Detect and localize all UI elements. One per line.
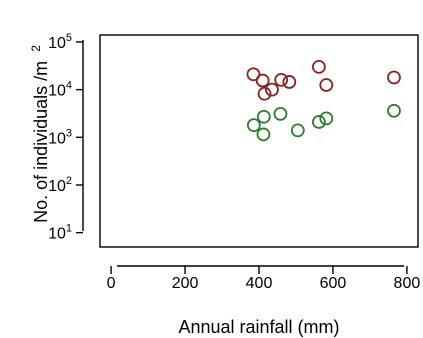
- data-point-series-2-6: [312, 115, 326, 129]
- y-tick-label-base: 10: [48, 130, 66, 147]
- x-tick-label: 600: [320, 275, 347, 292]
- x-tick-label: 0: [107, 275, 116, 292]
- plot-area: [99, 34, 419, 248]
- y-axis-title: No. of individuals /m 2: [29, 45, 51, 223]
- y-tick-label-exponent: 5: [66, 32, 72, 44]
- data-point-series-1-7: [312, 59, 326, 74]
- data-point-series-2-7: [319, 111, 334, 126]
- y-tick-label-base: 10: [48, 35, 66, 52]
- x-axis-title: Annual rainfall (mm): [178, 317, 339, 337]
- data-point-series-1-4: [265, 82, 279, 97]
- y-tick-label-base: 10: [48, 83, 66, 100]
- y-axis-title-text: No. of individuals /m: [31, 61, 51, 223]
- y-axis-title-exponent: 2: [29, 45, 43, 52]
- data-point-series-1-6: [282, 75, 297, 89]
- y-tick-label-base: 10: [48, 226, 66, 243]
- x-tick-label: 200: [172, 275, 199, 292]
- y-tick-label: 104: [48, 80, 72, 100]
- data-point-series-1-8: [319, 78, 334, 92]
- x-axis: 0 200 400 600 800: [107, 265, 421, 292]
- x-tick-label: 800: [394, 275, 421, 292]
- data-point-series-1-2: [255, 73, 270, 88]
- data-point-series-2-3: [256, 127, 271, 142]
- data-point-series-1-1: [246, 67, 261, 82]
- data-point-series-1-3: [257, 86, 272, 101]
- y-tick-label-exponent: 2: [66, 175, 72, 187]
- data-point-series-1-9: [387, 70, 401, 85]
- x-tick-label: 400: [246, 275, 273, 292]
- data-point-series-2-4: [273, 106, 288, 121]
- data-points: [246, 59, 401, 142]
- y-tick-label: 101: [48, 223, 72, 243]
- y-tick-label: 105: [48, 32, 72, 52]
- data-point-series-2-2: [256, 109, 271, 124]
- y-tick-label: 103: [48, 127, 72, 147]
- y-tick-label-exponent: 1: [66, 223, 72, 235]
- data-point-series-1-5: [274, 73, 289, 87]
- plot-frame: [99, 34, 419, 248]
- data-point-series-2-1: [246, 118, 261, 133]
- data-point-series-2-5: [290, 123, 305, 138]
- y-tick-label: 102: [48, 175, 72, 195]
- y-tick-label-exponent: 3: [66, 127, 72, 139]
- y-tick-label-exponent: 4: [66, 80, 72, 92]
- y-tick-label-base: 10: [48, 178, 66, 195]
- data-point-series-2-8: [387, 103, 401, 118]
